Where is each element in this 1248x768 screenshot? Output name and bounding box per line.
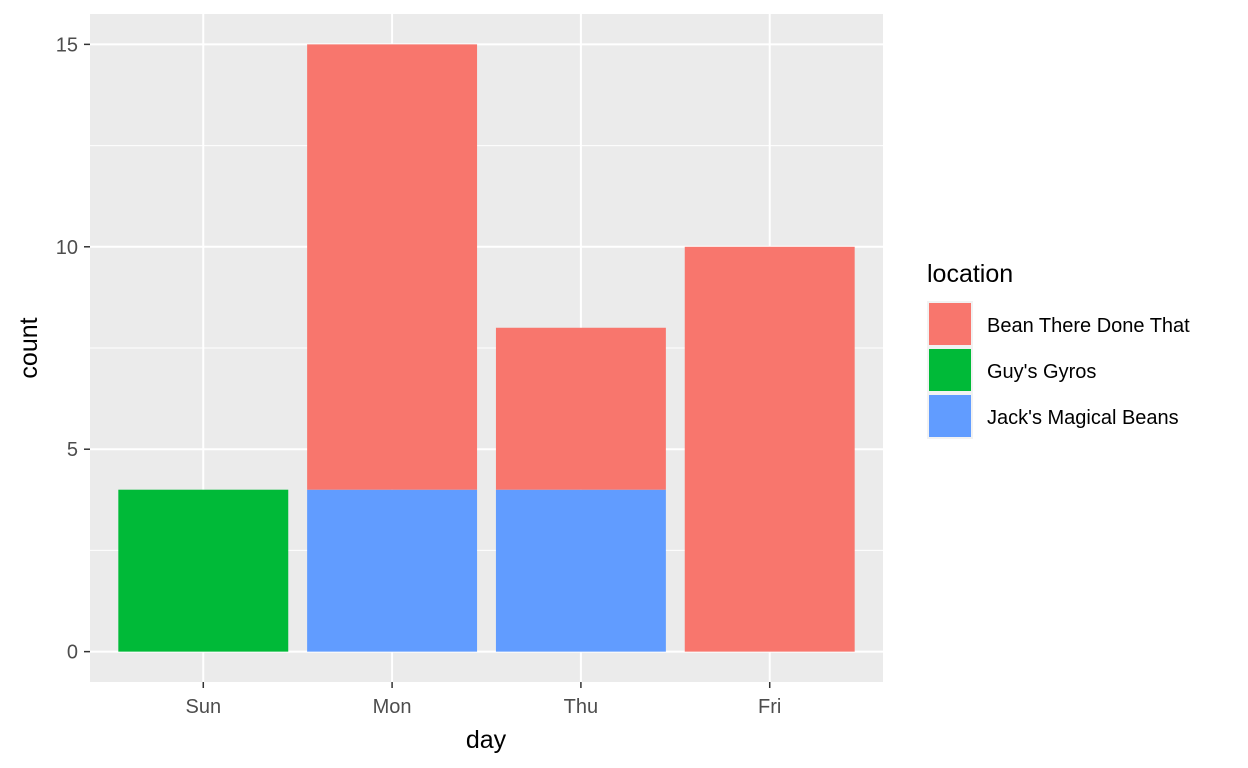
bar-thu-jack-s-magical-beans [495, 489, 666, 652]
y-tick-label: 5 [67, 439, 78, 461]
bar-fri-bean-there-done-that [684, 246, 855, 652]
x-axis: Sun Mon Thu Fri [185, 682, 781, 718]
bar-mon-bean-there-done-that [307, 44, 478, 490]
y-tick-label: 0 [67, 642, 78, 664]
legend-swatch [929, 303, 971, 345]
y-tick-label: 15 [56, 34, 78, 56]
x-tick-label: Mon [373, 696, 412, 718]
legend-swatch [929, 349, 971, 391]
bar-sun-guy-s-gyros [118, 489, 289, 652]
legend-label: Guy's Gyros [987, 361, 1096, 383]
legend-label: Bean There Done That [987, 315, 1190, 337]
y-axis-title: count [15, 317, 43, 378]
x-tick-label: Thu [564, 696, 598, 718]
y-tick-label: 10 [56, 237, 78, 259]
legend-label: Jack's Magical Beans [987, 407, 1179, 429]
x-tick-label: Fri [758, 696, 781, 718]
bars [118, 44, 855, 652]
bar-mon-jack-s-magical-beans [307, 489, 478, 652]
legend-title: location [927, 260, 1013, 288]
y-axis: 0 5 10 15 [56, 34, 90, 664]
bar-thu-bean-there-done-that [495, 327, 666, 490]
legend: location Bean There Done That Guy's Gyros… [927, 260, 1190, 439]
x-tick-label: Sun [185, 696, 221, 718]
legend-swatch [929, 395, 971, 437]
x-axis-title: day [466, 726, 507, 754]
